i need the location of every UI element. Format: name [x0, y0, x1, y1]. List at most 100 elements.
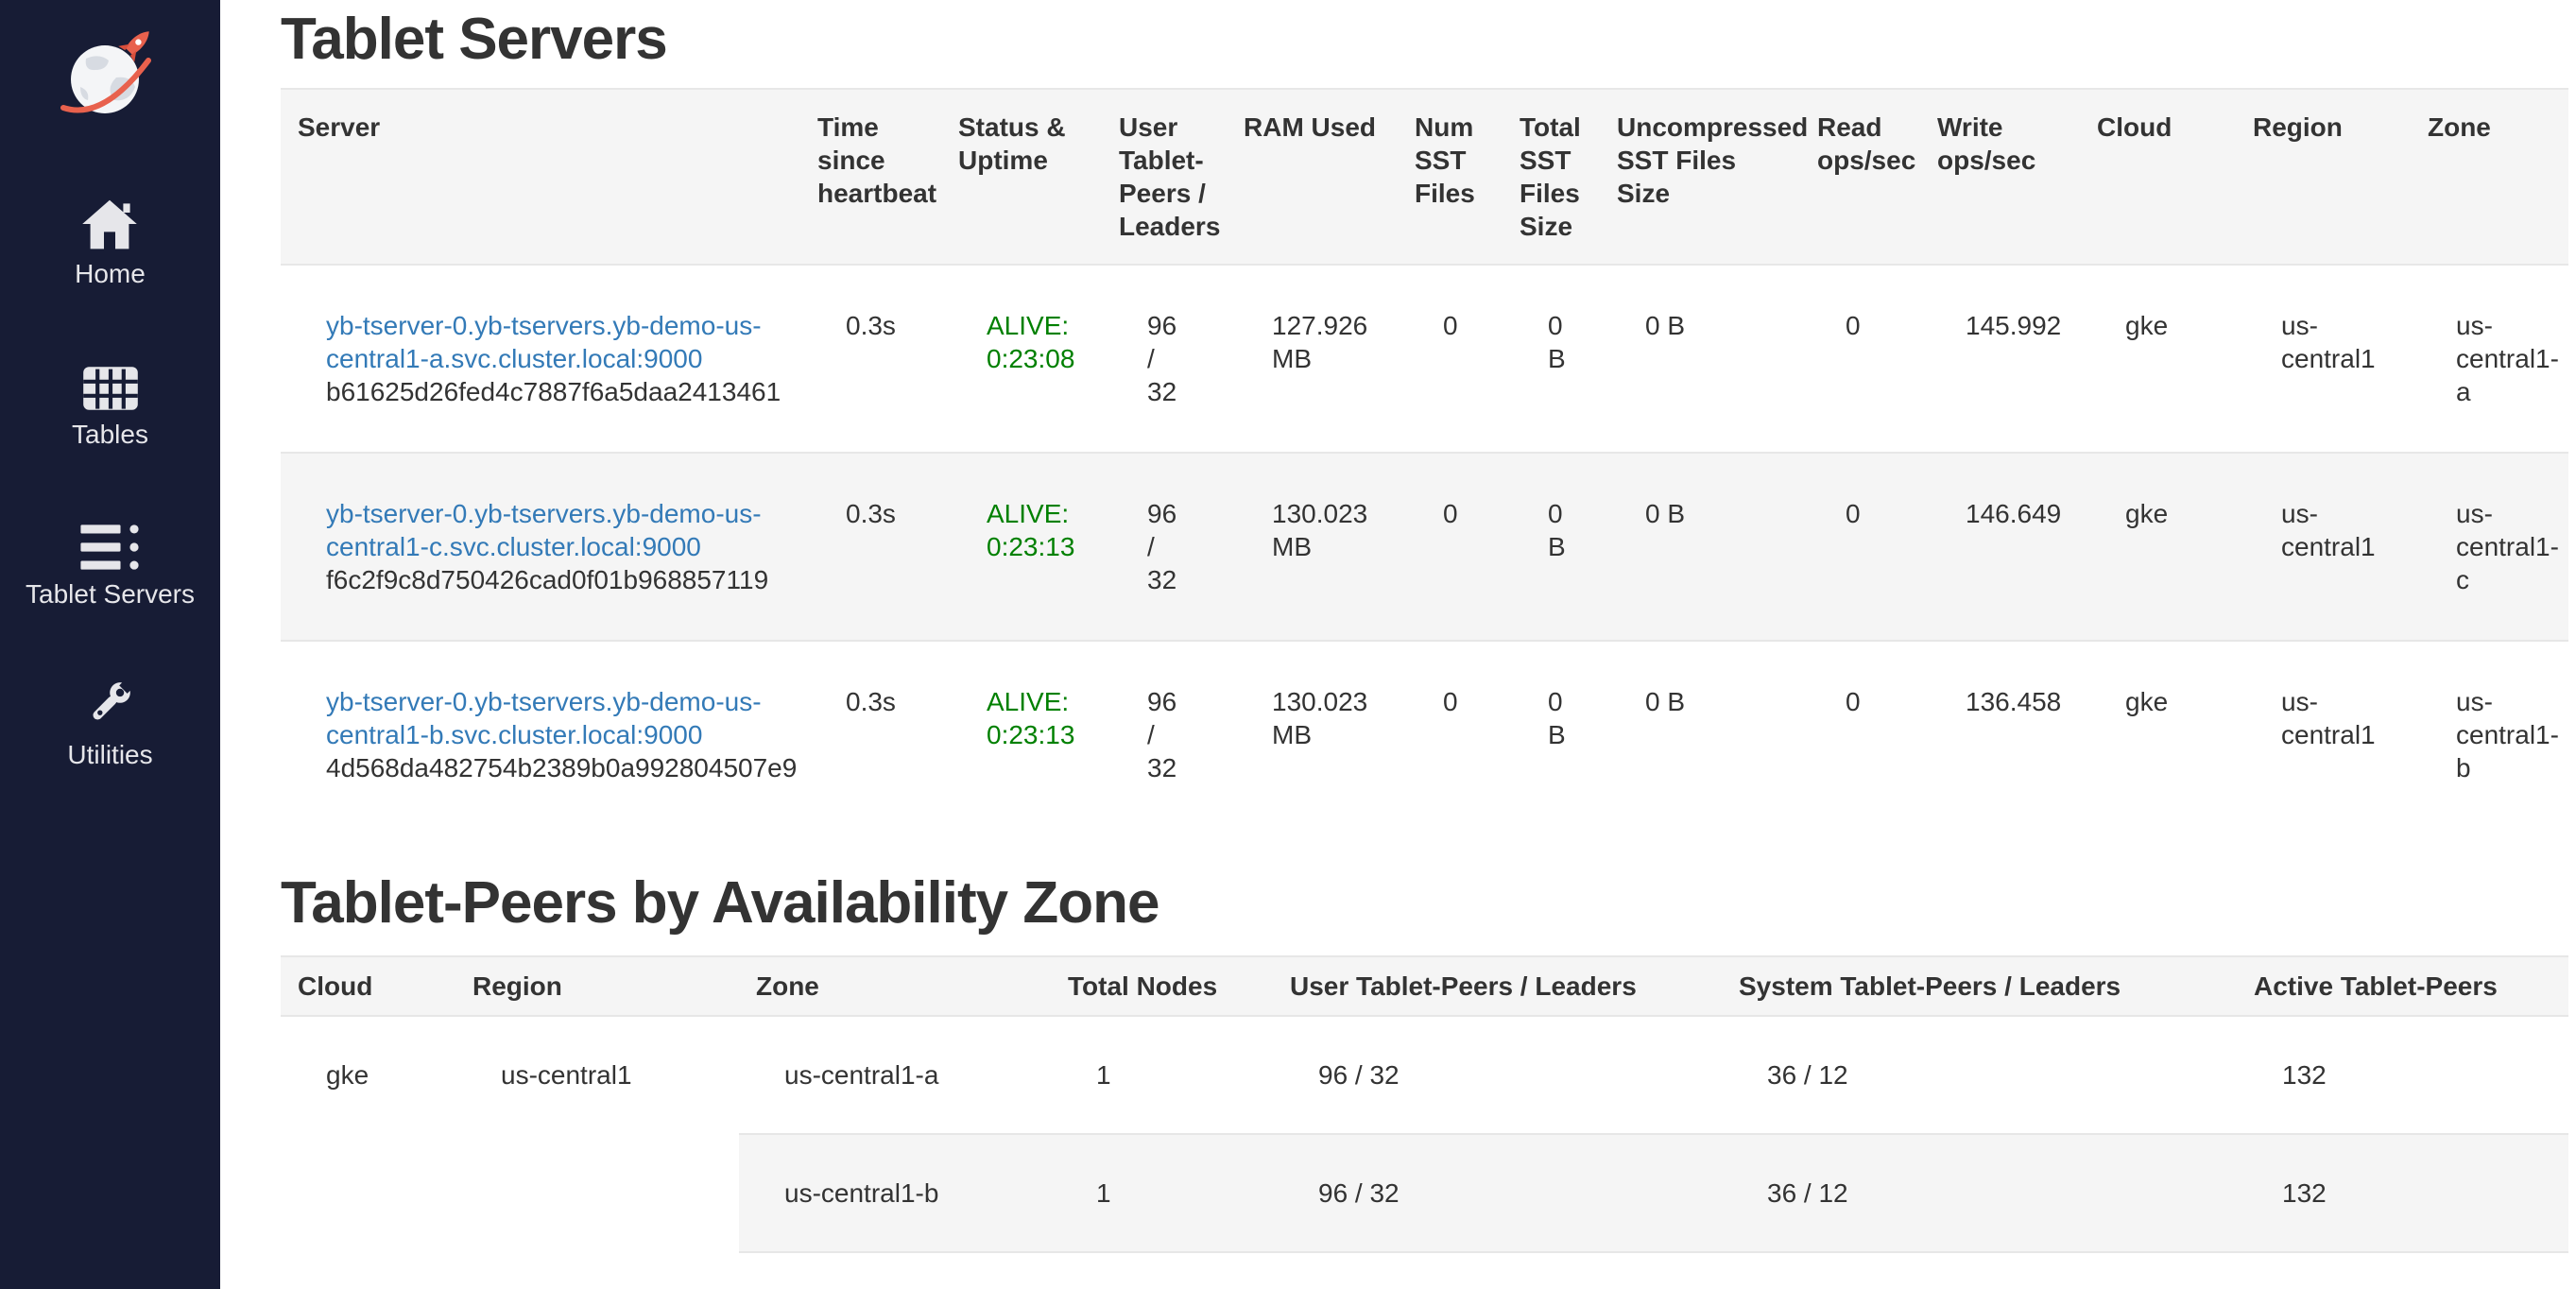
uncompressed-sst-cell: 0 B — [1600, 265, 1800, 453]
num-sst-cell: 0 — [1398, 453, 1503, 641]
active-tablet-peers-cell: 132 — [2237, 1252, 2568, 1289]
col-header-write-ops: Write ops/sec — [1920, 89, 2080, 265]
server-link[interactable]: yb-tserver-0.yb-tservers.yb-demo-us-cent… — [326, 687, 762, 749]
section-title-tablet-peers-by-az: Tablet-Peers by Availability Zone — [281, 869, 2576, 937]
sidebar-item-label: Home — [75, 258, 146, 290]
table-row: yb-tserver-0.yb-tservers.yb-demo-us-cent… — [281, 641, 2568, 828]
system-tablet-peers-cell: 36 / 12 — [1722, 1016, 2237, 1134]
total-nodes-cell: 1 — [1051, 1252, 1273, 1289]
region-cell: us-central1 — [455, 1016, 739, 1289]
status-cell: ALIVE: 0:23:13 — [941, 641, 1102, 828]
az-header-row: Cloud Region Zone Total Nodes User Table… — [281, 956, 2568, 1016]
user-tablet-peers-cell: 96 / 32 — [1273, 1134, 1722, 1252]
cloud-cell: gke — [2080, 641, 2236, 828]
total-nodes-cell: 1 — [1051, 1016, 1273, 1134]
sidebar: Home Tables — [0, 0, 220, 1289]
rocket-globe-logo-icon — [58, 28, 163, 119]
col-header-total-nodes: Total Nodes — [1051, 956, 1273, 1016]
server-uuid: 4d568da482754b2389b0a992804507e9 — [326, 751, 789, 784]
zone-cell: us-central1-a — [739, 1016, 1051, 1134]
write-ops-cell: 145.992 — [1920, 265, 2080, 453]
sidebar-item-label: Tablet Servers — [26, 578, 195, 610]
zone-cell: us-central1-c — [739, 1252, 1051, 1289]
num-sst-cell: 0 — [1398, 641, 1503, 828]
ram-cell: 130.023 MB — [1227, 641, 1398, 828]
uncompressed-sst-cell: 0 B — [1600, 453, 1800, 641]
sidebar-item-label: Utilities — [67, 739, 152, 771]
ram-cell: 127.926 MB — [1227, 265, 1398, 453]
server-uuid: b61625d26fed4c7887f6a5daa2413461 — [326, 375, 789, 408]
status-cell: ALIVE: 0:23:08 — [941, 265, 1102, 453]
col-header-heartbeat: Time since heartbeat — [800, 89, 941, 265]
server-cell: yb-tserver-0.yb-tservers.yb-demo-us-cent… — [281, 453, 800, 641]
user-tablet-peers-cell: 96 / 32 — [1273, 1016, 1722, 1134]
heartbeat-cell: 0.3s — [800, 265, 941, 453]
col-header-server: Server — [281, 89, 800, 265]
zone-cell: us-central1-b — [2411, 641, 2568, 828]
region-cell: us-central1 — [2236, 641, 2411, 828]
table-row: gke us-central1 us-central1-a 1 96 / 32 … — [281, 1016, 2568, 1134]
col-header-uncompressed-sst: Uncompressed SST Files Size — [1600, 89, 1800, 265]
read-ops-cell: 0 — [1800, 453, 1920, 641]
tablet-servers-icon — [79, 512, 142, 571]
col-header-cloud: Cloud — [281, 956, 455, 1016]
tablet-peers-by-az-table: Cloud Region Zone Total Nodes User Table… — [281, 955, 2568, 1289]
col-header-cloud: Cloud — [2080, 89, 2236, 265]
page-title: Tablet Servers — [281, 6, 2576, 73]
total-sst-cell: 0 B — [1503, 641, 1600, 828]
read-ops-cell: 0 — [1800, 641, 1920, 828]
tablet-servers-table: Server Time since heartbeat Status & Upt… — [281, 88, 2568, 828]
col-header-read-ops: Read ops/sec — [1800, 89, 1920, 265]
col-header-zone: Zone — [2411, 89, 2568, 265]
zone-cell: us-central1-c — [2411, 453, 2568, 641]
zone-cell: us-central1-a — [2411, 265, 2568, 453]
col-header-region: Region — [455, 956, 739, 1016]
table-row: yb-tserver-0.yb-tservers.yb-demo-us-cent… — [281, 265, 2568, 453]
server-cell: yb-tserver-0.yb-tservers.yb-demo-us-cent… — [281, 641, 800, 828]
user-tablet-peers-cell: 96 / 32 — [1102, 453, 1227, 641]
user-tablet-peers-cell: 96 / 32 — [1102, 265, 1227, 453]
region-cell: us-central1 — [2236, 453, 2411, 641]
num-sst-cell: 0 — [1398, 265, 1503, 453]
heartbeat-cell: 0.3s — [800, 641, 941, 828]
sidebar-item-tablet-servers[interactable]: Tablet Servers — [26, 512, 195, 610]
col-header-status: Status & Uptime — [941, 89, 1102, 265]
main-content: Tablet Servers Server Time since heartbe… — [220, 0, 2576, 1289]
col-header-system-tablet-peers: System Tablet-Peers / Leaders — [1722, 956, 2237, 1016]
server-cell: yb-tserver-0.yb-tservers.yb-demo-us-cent… — [281, 265, 800, 453]
active-tablet-peers-cell: 132 — [2237, 1016, 2568, 1134]
home-icon — [81, 192, 138, 250]
col-header-ram: RAM Used — [1227, 89, 1398, 265]
total-sst-cell: 0 B — [1503, 265, 1600, 453]
total-nodes-cell: 1 — [1051, 1134, 1273, 1252]
heartbeat-cell: 0.3s — [800, 453, 941, 641]
server-link[interactable]: yb-tserver-0.yb-tservers.yb-demo-us-cent… — [326, 499, 762, 561]
tables-icon — [82, 352, 139, 411]
col-header-user-tablet-peers: User Tablet-Peers / Leaders — [1273, 956, 1722, 1016]
cloud-cell: gke — [281, 1016, 455, 1289]
sidebar-item-tables[interactable]: Tables — [72, 352, 148, 451]
user-tablet-peers-cell: 96 / 32 — [1102, 641, 1227, 828]
zone-cell: us-central1-b — [739, 1134, 1051, 1252]
server-uuid: f6c2f9c8d750426cad0f01b968857119 — [326, 563, 789, 596]
col-header-user-tablet-peers: User Tablet-Peers / Leaders — [1102, 89, 1227, 265]
ram-cell: 130.023 MB — [1227, 453, 1398, 641]
total-sst-cell: 0 B — [1503, 453, 1600, 641]
table-row: yb-tserver-0.yb-tservers.yb-demo-us-cent… — [281, 453, 2568, 641]
utilities-icon — [81, 673, 138, 731]
user-tablet-peers-cell: 96 / 32 — [1273, 1252, 1722, 1289]
col-header-active-tablet-peers: Active Tablet-Peers — [2237, 956, 2568, 1016]
col-header-zone: Zone — [739, 956, 1051, 1016]
write-ops-cell: 146.649 — [1920, 453, 2080, 641]
server-link[interactable]: yb-tserver-0.yb-tservers.yb-demo-us-cent… — [326, 311, 762, 373]
sidebar-item-utilities[interactable]: Utilities — [67, 673, 152, 771]
read-ops-cell: 0 — [1800, 265, 1920, 453]
active-tablet-peers-cell: 132 — [2237, 1134, 2568, 1252]
system-tablet-peers-cell: 36 / 12 — [1722, 1134, 2237, 1252]
uncompressed-sst-cell: 0 B — [1600, 641, 1800, 828]
status-cell: ALIVE: 0:23:13 — [941, 453, 1102, 641]
sidebar-item-home[interactable]: Home — [75, 192, 146, 290]
col-header-num-sst: Num SST Files — [1398, 89, 1503, 265]
yugabyte-logo[interactable] — [58, 28, 163, 124]
tablet-servers-header-row: Server Time since heartbeat Status & Upt… — [281, 89, 2568, 265]
